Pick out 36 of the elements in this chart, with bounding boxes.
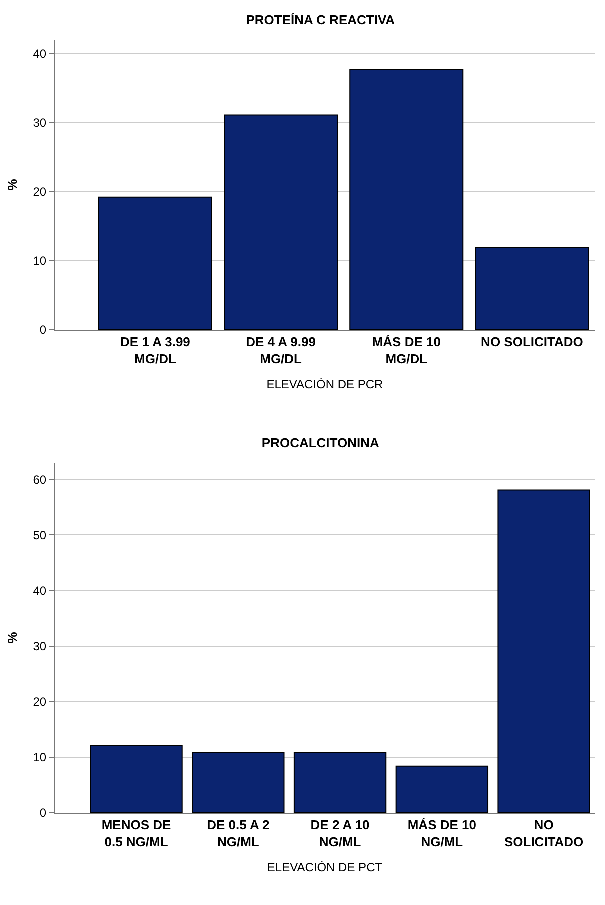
x-tick-label: MÁS DE 10 NG/ML	[408, 818, 476, 850]
bar	[396, 766, 489, 813]
x-tick-label: DE 2 A 10 NG/ML	[310, 818, 370, 850]
x-tick-label: MÁS DE 10 MG/DL	[372, 334, 441, 366]
x-axis-title: ELEVACIÓN DE PCR	[266, 377, 384, 392]
x-tick-label: DE 4 A 9.99 MG/DL	[246, 334, 316, 366]
y-tick-label: 0	[40, 323, 47, 338]
y-tick-label: 30	[33, 640, 47, 654]
y-tick-label: 30	[33, 116, 47, 130]
bar	[350, 69, 464, 330]
x-tick-label: NO SOLICITADO	[504, 818, 584, 850]
x-tick-label: NO SOLICITADO	[481, 334, 584, 350]
y-tick-label: 60	[33, 472, 47, 487]
bar	[98, 196, 212, 330]
x-tick-label: DE 0.5 A 2 NG/ML	[207, 818, 270, 850]
y-axis-title: %	[5, 178, 20, 191]
bar	[294, 752, 387, 813]
y-tick-label: 0	[40, 806, 47, 820]
x-tick-label: DE 1 A 3.99 MG/DL	[120, 334, 190, 366]
y-tick-label: 10	[33, 750, 47, 765]
bar	[498, 490, 590, 813]
y-tick-label: 10	[33, 254, 47, 268]
chart-title: PROCALCITONINA	[262, 436, 380, 451]
y-axis-title: %	[5, 632, 20, 644]
y-tick-label: 20	[33, 695, 47, 710]
y-tick-label: 40	[33, 584, 47, 598]
x-axis-title: ELEVACIÓN DE PCT	[267, 860, 384, 874]
y-tick-label: 20	[33, 185, 47, 200]
bar	[224, 114, 338, 330]
y-tick-label: 50	[33, 528, 47, 542]
bar	[90, 745, 183, 813]
bar	[192, 752, 285, 813]
y-tick-label: 40	[33, 47, 47, 62]
x-tick-label: MENOS DE 0.5 NG/ML	[102, 818, 172, 850]
bar	[475, 247, 590, 330]
chart-title: PROTEÍNA C REACTIVA	[246, 12, 396, 28]
